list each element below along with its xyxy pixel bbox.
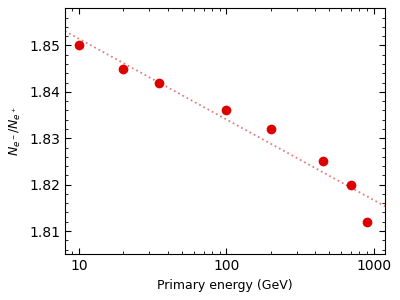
Point bbox=[320, 159, 326, 164]
X-axis label: Primary energy (GeV): Primary energy (GeV) bbox=[157, 279, 293, 292]
Point bbox=[268, 127, 274, 131]
Y-axis label: $N_{e^-}/N_{e^+}$: $N_{e^-}/N_{e^+}$ bbox=[8, 106, 24, 157]
Point bbox=[348, 182, 354, 187]
Point bbox=[76, 43, 82, 48]
Point bbox=[223, 108, 230, 113]
Point bbox=[120, 66, 127, 71]
Point bbox=[156, 80, 162, 85]
Point bbox=[364, 219, 370, 224]
